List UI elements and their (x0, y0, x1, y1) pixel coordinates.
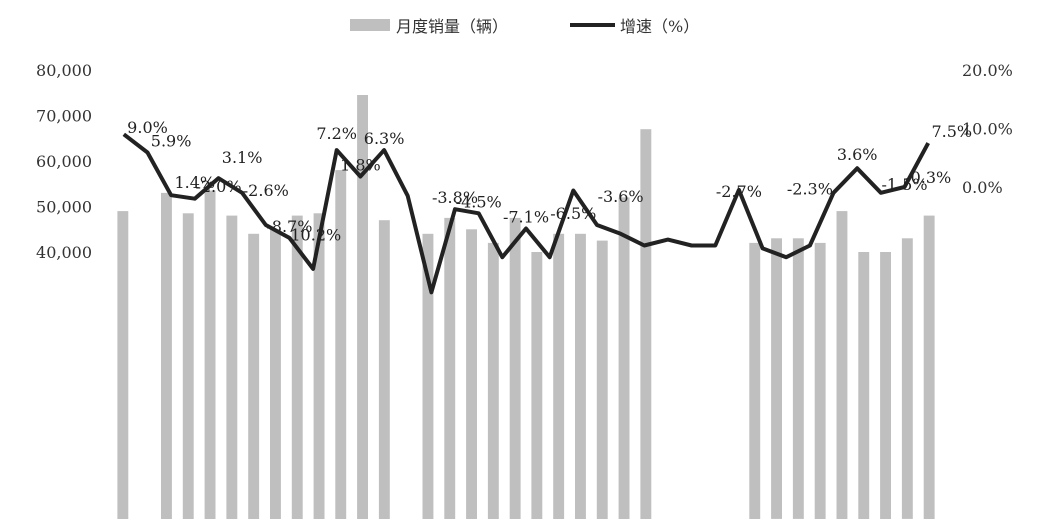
bar (749, 242, 761, 519)
bar (487, 242, 499, 519)
legend: 月度销量（辆） 增速（%） (350, 17, 699, 36)
data-label: 1.4% (174, 173, 215, 192)
legend-line-label: 增速（%） (620, 17, 699, 36)
bar (618, 197, 630, 519)
data-label: 7.2% (316, 124, 357, 143)
y-right-tick-label: 10.0% (962, 120, 1013, 139)
data-label: 1.8% (340, 156, 381, 175)
bar (248, 233, 260, 520)
bar (858, 252, 870, 519)
bar (313, 213, 325, 520)
bar (553, 233, 565, 520)
bar (836, 211, 848, 519)
data-label: -0.3% (905, 168, 951, 187)
bar (291, 215, 303, 519)
bar (161, 192, 172, 519)
bar (531, 252, 543, 519)
bar (466, 229, 477, 520)
bar (270, 229, 281, 520)
bar (226, 215, 238, 519)
bar (792, 238, 804, 519)
y-left-tick-label: 60,000 (36, 152, 92, 171)
bar (814, 242, 826, 519)
bar (335, 170, 347, 519)
data-label: -1.5% (881, 175, 927, 194)
y-axis-left-ticks: 80,000 70,000 60,000 50,000 40,000 (36, 61, 92, 262)
bar (204, 190, 216, 519)
data-label: 3.6% (837, 145, 878, 164)
bar (509, 217, 521, 519)
y-left-tick-label: 80,000 (36, 61, 92, 80)
bar (923, 215, 935, 519)
bar (901, 238, 913, 519)
legend-bar-label: 月度销量（辆） (396, 17, 508, 36)
bar (771, 238, 782, 519)
y-right-tick-label: 0.0% (962, 178, 1003, 197)
data-label: 5.9% (151, 132, 192, 151)
bars (117, 95, 935, 520)
data-label: -3.6% (598, 187, 644, 206)
data-label: -2.7% (716, 182, 762, 201)
bar (378, 220, 390, 520)
bar (575, 233, 586, 520)
data-label: -10.2% (285, 226, 341, 245)
data-label: 6.3% (364, 129, 405, 148)
data-label: 7.5% (931, 122, 972, 141)
y-left-tick-label: 70,000 (36, 107, 92, 126)
bar (422, 233, 434, 520)
data-label: -3.8% (432, 188, 478, 207)
bar (444, 217, 456, 519)
y-right-tick-label: 20.0% (962, 61, 1013, 80)
y-left-tick-label: 50,000 (36, 198, 92, 217)
growth-line (122, 132, 930, 295)
bar (117, 211, 129, 519)
data-label: -4.5% (456, 192, 502, 211)
y-left-tick-label: 40,000 (36, 243, 92, 262)
data-label: -2.6% (243, 181, 289, 200)
y-axis-right-ticks: 20.0% 10.0% 0.0% (962, 61, 1013, 197)
data-label: -2.3% (787, 180, 833, 199)
data-label: -6.5% (550, 204, 596, 223)
data-label: -8.7% (266, 217, 312, 236)
bar (880, 252, 891, 519)
bar (357, 95, 368, 519)
bar (596, 240, 608, 519)
data-labels: 9.0%5.9% 1.4%-2.0% 3.1% -2.6% -8.7%-10.2% 7.2… (127, 118, 972, 245)
bar (640, 129, 652, 520)
data-label: 9.0% (127, 118, 168, 137)
legend-bar-swatch (350, 19, 390, 31)
data-label: -2.0% (195, 177, 241, 196)
bar (182, 213, 194, 520)
data-label: -7.1% (503, 208, 549, 227)
data-label: 3.1% (222, 148, 263, 167)
growth-line-path (122, 132, 930, 295)
